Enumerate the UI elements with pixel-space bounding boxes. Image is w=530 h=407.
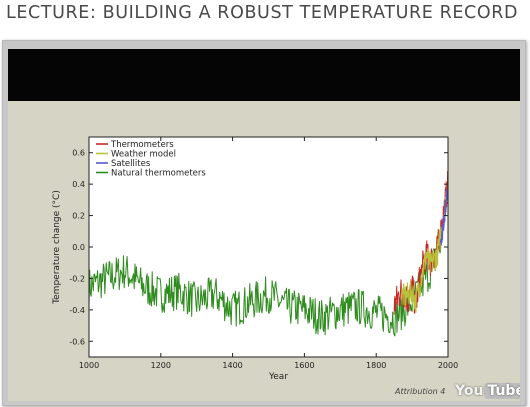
y-tick-label: -0.2 bbox=[69, 274, 85, 283]
y-axis-title: Temperature change (°C) bbox=[52, 190, 62, 305]
y-tick-label: -0.4 bbox=[69, 306, 85, 315]
y-tick-label: 0.0 bbox=[72, 243, 85, 252]
x-tick-label: 1800 bbox=[366, 361, 386, 370]
attribution-text: Attribution 4 bbox=[395, 387, 446, 396]
x-axis-title: Year bbox=[268, 372, 288, 382]
youtube-logo[interactable]: YouTube bbox=[455, 383, 520, 399]
youtube-logo-tube: Tube bbox=[484, 383, 520, 399]
x-tick-label: 1000 bbox=[79, 361, 99, 370]
letterbox-bar bbox=[8, 49, 520, 101]
x-tick-label: 1400 bbox=[222, 361, 242, 370]
y-tick-label: 0.2 bbox=[72, 212, 85, 221]
legend-label-thermometers: Thermometers bbox=[110, 140, 174, 150]
page-title: LECTURE: BUILDING A ROBUST TEMPERATURE R… bbox=[6, 3, 519, 23]
x-tick-label: 1200 bbox=[151, 361, 171, 370]
legend-label-satellites: Satellites bbox=[111, 159, 151, 169]
youtube-logo-you: You bbox=[455, 383, 484, 399]
video-screen[interactable]: 1000 1200 1400 1600 1800 2000 -0.6 -0.4 -0.2 0.0 0… bbox=[8, 49, 520, 401]
y-tick-label: 0.6 bbox=[72, 149, 85, 158]
series-line-natural-thermometers bbox=[88, 241, 442, 337]
video-player[interactable]: 1000 1200 1400 1600 1800 2000 -0.6 -0.4 -0.2 0.0 0… bbox=[2, 40, 526, 406]
y-tick-label: -0.6 bbox=[69, 337, 85, 346]
legend-label-weather-model: Weather model bbox=[111, 150, 176, 160]
legend-label-natural-thermometers: Natural thermometers bbox=[111, 169, 206, 179]
x-tick-label: 2000 bbox=[438, 361, 458, 370]
x-tick-label: 1600 bbox=[294, 361, 314, 370]
temperature-chart: 1000 1200 1400 1600 1800 2000 -0.6 -0.4 -0.2 0.0 0… bbox=[52, 136, 458, 382]
y-tick-label: 0.4 bbox=[72, 180, 85, 189]
